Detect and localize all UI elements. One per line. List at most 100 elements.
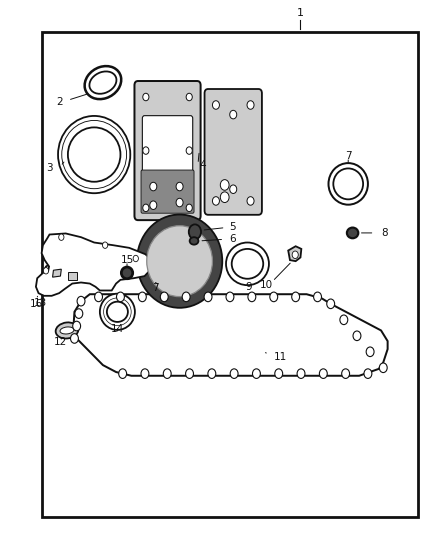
FancyBboxPatch shape [141,170,194,213]
Ellipse shape [347,228,358,238]
Ellipse shape [333,168,363,199]
Circle shape [208,369,216,378]
Ellipse shape [147,226,212,296]
FancyBboxPatch shape [134,81,201,220]
FancyBboxPatch shape [142,116,193,209]
Circle shape [71,334,78,343]
Circle shape [314,292,321,302]
Circle shape [340,315,348,325]
Ellipse shape [121,267,133,279]
Circle shape [275,369,283,378]
Circle shape [270,292,278,302]
Polygon shape [53,269,61,277]
Polygon shape [288,246,301,261]
Circle shape [366,347,374,357]
Circle shape [327,299,335,309]
Ellipse shape [103,298,131,326]
Text: 12: 12 [54,337,67,347]
Ellipse shape [56,322,78,338]
FancyBboxPatch shape [205,89,262,215]
Circle shape [141,369,149,378]
Text: 9: 9 [245,282,252,292]
Circle shape [95,292,102,302]
Text: 3: 3 [46,163,53,173]
Ellipse shape [190,237,198,245]
Circle shape [364,369,372,378]
Circle shape [353,331,361,341]
Circle shape [230,110,237,119]
Circle shape [189,224,201,239]
Circle shape [204,292,212,302]
Ellipse shape [137,215,222,308]
Text: 15: 15 [120,255,134,265]
Text: 5: 5 [229,222,236,231]
Ellipse shape [226,243,269,285]
Ellipse shape [89,71,117,94]
Circle shape [43,268,49,274]
Ellipse shape [85,66,121,99]
Circle shape [230,185,237,193]
Text: 7: 7 [345,151,352,160]
Text: 13: 13 [34,298,47,308]
Ellipse shape [60,327,74,334]
Circle shape [138,292,146,302]
Polygon shape [36,233,152,296]
Circle shape [220,192,229,203]
Circle shape [379,363,387,373]
Ellipse shape [62,120,127,189]
Bar [42,32,418,517]
Circle shape [182,292,190,302]
Text: 4: 4 [199,160,206,170]
Text: 6: 6 [229,235,236,244]
Ellipse shape [68,127,120,182]
Circle shape [186,204,192,212]
Text: 16: 16 [30,299,43,309]
Circle shape [160,292,168,302]
Circle shape [176,198,183,207]
Circle shape [143,93,149,101]
Circle shape [75,309,83,318]
Circle shape [119,369,127,378]
Circle shape [342,369,350,378]
Circle shape [176,182,183,191]
Text: 11: 11 [274,352,287,362]
Text: 7: 7 [152,283,159,293]
Circle shape [230,369,238,378]
Circle shape [220,180,229,190]
Circle shape [143,147,149,155]
Circle shape [133,255,138,262]
Ellipse shape [328,163,368,205]
Polygon shape [39,261,68,292]
Circle shape [292,292,300,302]
Circle shape [117,292,124,302]
Circle shape [247,101,254,109]
Text: 8: 8 [381,228,388,238]
Circle shape [212,197,219,205]
Circle shape [297,369,305,378]
Ellipse shape [58,116,131,193]
Circle shape [319,369,327,378]
Ellipse shape [100,294,135,330]
Circle shape [186,369,194,378]
Circle shape [150,182,157,191]
Circle shape [248,292,256,302]
Polygon shape [74,294,388,376]
Circle shape [102,242,108,248]
Circle shape [143,204,149,212]
Circle shape [292,251,298,259]
Circle shape [77,296,85,306]
Circle shape [226,292,234,302]
Circle shape [186,93,192,101]
Polygon shape [68,272,77,280]
Circle shape [247,197,254,205]
Circle shape [252,369,260,378]
Text: 1: 1 [297,9,304,18]
Text: 2: 2 [56,98,63,107]
Ellipse shape [232,249,263,279]
Circle shape [186,147,192,155]
Ellipse shape [107,302,128,322]
Circle shape [59,234,64,240]
Circle shape [212,101,219,109]
Text: 10: 10 [260,280,273,289]
Circle shape [73,321,81,331]
